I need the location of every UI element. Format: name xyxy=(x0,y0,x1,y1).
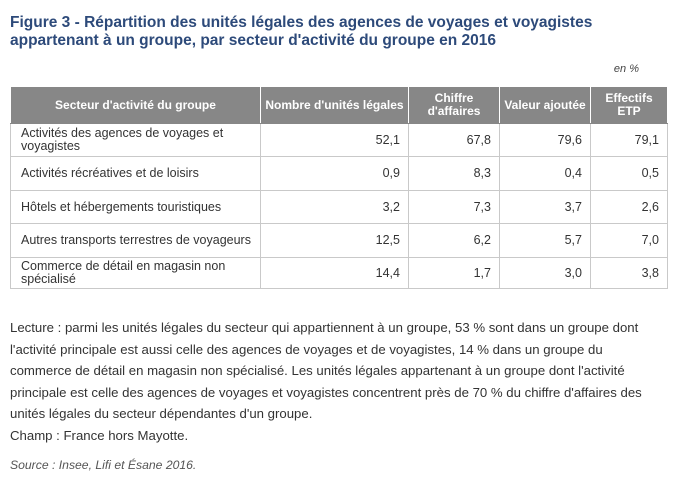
table-row: Autres transports terrestres de voyageur… xyxy=(10,223,668,258)
cell-chiffre-affaires: 7,3 xyxy=(408,190,500,224)
table-row: Hôtels et hébergements touristiques 3,2 … xyxy=(10,190,668,224)
row-label: Activités récréatives et de loisirs xyxy=(10,156,261,191)
cell-nombre-unites: 3,2 xyxy=(260,190,409,224)
cell-valeur-ajoutee: 3,0 xyxy=(499,257,591,289)
table-row: Activités des agences de voyages et voya… xyxy=(10,123,668,157)
figure-title: Figure 3 - Répartition des unités légale… xyxy=(10,14,593,49)
table-row: Commerce de détail en magasin non spécia… xyxy=(10,257,668,289)
cell-nombre-unites: 0,9 xyxy=(260,156,409,191)
row-label: Hôtels et hébergements touristiques xyxy=(10,190,261,224)
cell-valeur-ajoutee: 3,7 xyxy=(499,190,591,224)
cell-effectifs-etp: 3,8 xyxy=(590,257,668,289)
data-table: Secteur d'activité du groupe Nombre d'un… xyxy=(10,86,668,289)
table-row: Activités récréatives et de loisirs 0,9 … xyxy=(10,156,668,191)
cell-chiffre-affaires: 1,7 xyxy=(408,257,500,289)
cell-nombre-unites: 12,5 xyxy=(260,223,409,258)
cell-effectifs-etp: 0,5 xyxy=(590,156,668,191)
cell-nombre-unites: 14,4 xyxy=(260,257,409,289)
cell-chiffre-affaires: 67,8 xyxy=(408,123,500,157)
cell-effectifs-etp: 7,0 xyxy=(590,223,668,258)
header-chiffre-affaires: Chiffre d'affaires xyxy=(408,86,500,124)
cell-valeur-ajoutee: 5,7 xyxy=(499,223,591,258)
source-note: Source : Insee, Lifi et Ésane 2016. xyxy=(10,458,197,472)
header-effectifs-etp: Effectifs ETP xyxy=(590,86,668,124)
header-nombre-unites: Nombre d'unités légales xyxy=(260,86,409,124)
lecture-note: Lecture : parmi les unités légales du se… xyxy=(10,320,642,421)
cell-effectifs-etp: 2,6 xyxy=(590,190,668,224)
header-secteur: Secteur d'activité du groupe xyxy=(10,86,261,124)
table-header-row: Secteur d'activité du groupe Nombre d'un… xyxy=(10,86,668,124)
row-label: Autres transports terrestres de voyageur… xyxy=(10,223,261,258)
header-valeur-ajoutee: Valeur ajoutée xyxy=(499,86,591,124)
cell-effectifs-etp: 79,1 xyxy=(590,123,668,157)
champ-note: Champ : France hors Mayotte. xyxy=(10,428,189,443)
row-label: Commerce de détail en magasin non spécia… xyxy=(10,257,261,289)
cell-nombre-unites: 52,1 xyxy=(260,123,409,157)
unit-label: en % xyxy=(613,63,639,75)
cell-chiffre-affaires: 6,2 xyxy=(408,223,500,258)
row-label: Activités des agences de voyages et voya… xyxy=(10,123,261,157)
cell-chiffre-affaires: 8,3 xyxy=(408,156,500,191)
cell-valeur-ajoutee: 0,4 xyxy=(499,156,591,191)
cell-valeur-ajoutee: 79,6 xyxy=(499,123,591,157)
